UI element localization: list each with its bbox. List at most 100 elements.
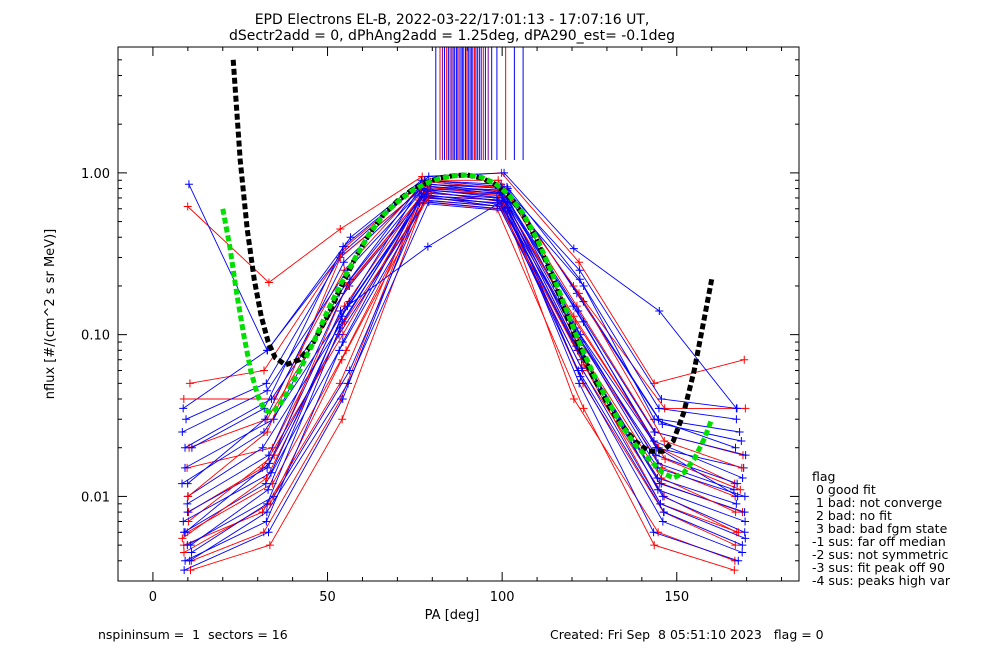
blue-data-point	[262, 379, 271, 388]
blue-data-point	[732, 499, 741, 508]
red-data-point	[336, 224, 345, 233]
legend-entry: 3 bad: bad fgm state	[812, 521, 948, 536]
red-data-point	[661, 455, 670, 464]
blue-data-point	[338, 395, 347, 404]
legend-title: flag	[812, 469, 835, 484]
blue-profile-line	[187, 199, 745, 546]
x-tick-label: 50	[319, 590, 336, 605]
blue-data-point	[334, 330, 343, 339]
blue-data-point	[737, 437, 746, 446]
legend-entry: 0 good fit	[812, 482, 876, 497]
axes: 0 50 100 150 0.01 0.10 1.00	[81, 46, 799, 605]
green-fit-curve	[220, 172, 715, 481]
black-fit-curve	[230, 59, 715, 454]
blue-profile-line	[184, 188, 746, 469]
blue-profile-line	[191, 179, 736, 449]
blue-data-point	[653, 443, 662, 452]
red-profile-line	[190, 201, 735, 571]
blue-profile-line	[183, 197, 745, 533]
red-profile-line	[187, 172, 745, 384]
red-data-point	[575, 258, 584, 267]
blue-data-point	[187, 443, 196, 452]
red-data-point	[730, 566, 739, 575]
blue-data-point	[658, 492, 667, 501]
blue-data-point	[575, 379, 584, 388]
blue-data-point	[740, 508, 749, 517]
blue-profile-line	[190, 190, 746, 546]
blue-data-point	[424, 198, 433, 207]
blue-data-point	[179, 517, 188, 526]
blue-data-point	[650, 415, 659, 424]
blue-data-point	[502, 182, 511, 191]
blue-data-point	[415, 199, 424, 208]
blue-data-point	[569, 244, 578, 253]
blue-data-point	[577, 364, 586, 373]
blue-data-point	[729, 485, 738, 494]
y-axis-label: nflux [#/(cm^2 s sr MeV)]	[43, 229, 58, 399]
blue-data-point	[658, 420, 667, 429]
y-tick-label: 1.00	[81, 167, 110, 182]
blue-data-point	[650, 428, 659, 437]
blue-data-point	[500, 168, 509, 177]
blue-profile-line	[182, 179, 738, 409]
blue-data-point	[741, 534, 750, 543]
legend: flag 0 good fit 1 bad: not converge 2 ba…	[812, 469, 951, 588]
red-data-point	[265, 541, 274, 550]
x-tick-label: 100	[490, 590, 515, 605]
blue-data-point	[263, 386, 272, 395]
blue-data-point	[659, 508, 668, 517]
blue-data-point	[655, 479, 664, 488]
x-tick-label: 150	[664, 590, 689, 605]
x-axis-label: PA [deg]	[425, 608, 480, 623]
blue-data-point	[657, 395, 666, 404]
red-data-point	[741, 404, 750, 413]
blue-data-point	[735, 428, 744, 437]
blue-data-point	[180, 566, 189, 575]
blue-data-point	[422, 187, 431, 196]
blue-data-point	[741, 517, 750, 526]
blue-profile-line	[184, 202, 739, 571]
blue-data-point	[186, 541, 195, 550]
red-data-point	[179, 548, 188, 557]
blue-data-point	[649, 437, 658, 446]
red-data-point	[179, 395, 188, 404]
blue-data-point	[741, 451, 750, 460]
x-tick-label: 0	[149, 590, 157, 605]
blue-data-point	[654, 404, 663, 413]
blue-data-point	[187, 548, 196, 557]
red-data-point	[737, 463, 746, 472]
red-data-point	[340, 317, 349, 326]
plot-area	[178, 47, 750, 575]
blue-data-point	[183, 499, 192, 508]
blue-data-point	[734, 556, 743, 565]
blue-profile-line	[182, 183, 740, 433]
blue-profile-line	[187, 184, 735, 505]
blue-data-point	[503, 203, 512, 212]
red-profile-line	[189, 179, 746, 409]
blue-data-point	[731, 443, 740, 452]
legend-entry: -2 sus: not symmetric	[812, 547, 948, 562]
blue-data-point	[339, 258, 348, 267]
blue-data-point	[733, 492, 742, 501]
blue-data-point	[423, 242, 432, 251]
legend-entry: -1 sus: far off median	[812, 534, 946, 549]
blue-data-point	[266, 468, 275, 477]
blue-data-point	[264, 451, 273, 460]
red-data-point	[342, 346, 351, 355]
blue-profile-line	[184, 195, 743, 562]
blue-data-point	[732, 404, 741, 413]
blue-data-point	[336, 307, 345, 316]
footer-left: nspininsum = 1 sectors = 16	[98, 627, 288, 642]
blue-data-point	[658, 517, 667, 526]
legend-entry: 2 bad: no fit	[812, 508, 892, 523]
blue-profile-line	[183, 188, 737, 522]
blue-data-point	[655, 307, 664, 316]
blue-data-point	[183, 479, 192, 488]
blue-data-point	[261, 479, 270, 488]
blue-data-point	[262, 517, 271, 526]
chart-title-line2: dSectr2add = 0, dPhAng2add = 1.25deg, dP…	[229, 28, 675, 44]
red-data-point	[740, 355, 749, 364]
blue-data-point	[575, 275, 584, 284]
red-data-point	[660, 437, 669, 446]
red-data-point	[579, 404, 588, 413]
